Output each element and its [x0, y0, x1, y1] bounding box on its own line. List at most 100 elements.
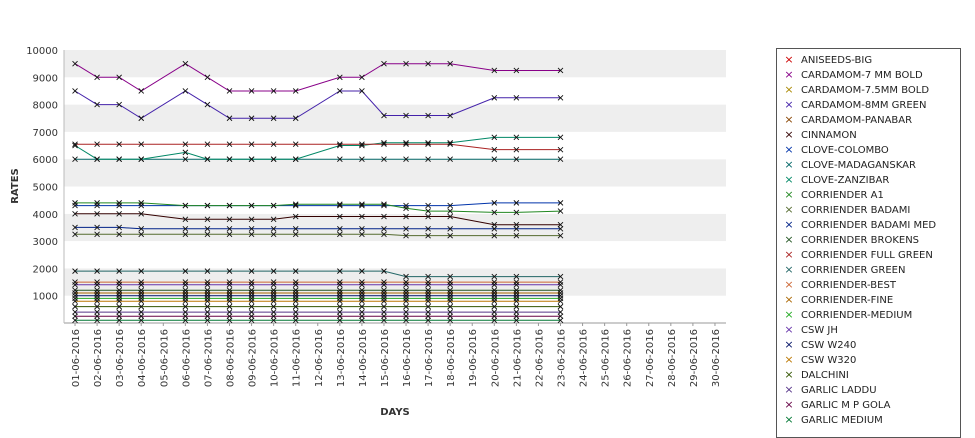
- data-point: [557, 67, 564, 74]
- data-point: [182, 202, 189, 209]
- data-point: [116, 313, 122, 319]
- data-point: [557, 313, 564, 319]
- data-point: [447, 281, 453, 288]
- legend-label: CORRIENDER-BEST: [801, 280, 896, 291]
- y-tick-label: 8000: [33, 101, 58, 112]
- data-point: [425, 225, 431, 232]
- y-tick-label: 10000: [26, 46, 58, 57]
- data-point: [226, 225, 233, 232]
- legend-item: × DALCHINI: [783, 367, 849, 382]
- data-point: [182, 149, 189, 156]
- legend-label: CORRIENDER A1: [801, 190, 884, 201]
- x-tick-label: 04-06-2016: [137, 329, 148, 387]
- data-point: [72, 156, 78, 163]
- legend-marker: ×: [784, 233, 794, 246]
- data-point: [292, 231, 299, 238]
- data-point: [491, 200, 498, 206]
- data-point: [557, 225, 564, 232]
- data-point: [447, 208, 453, 214]
- data-point: [94, 317, 100, 324]
- data-point: [491, 146, 498, 153]
- data-point: [513, 317, 520, 324]
- data-point: [248, 115, 255, 122]
- y-tick-label: 6000: [33, 155, 58, 166]
- data-point: [447, 309, 453, 315]
- data-point: [204, 231, 211, 238]
- line-chart: 1000 2000 3000 4000 5000 6000 7000 8000 9000 1000…: [10, 46, 726, 418]
- legend-item: × CLOVE-ZANZIBAR: [783, 172, 889, 187]
- data-point: [403, 213, 409, 220]
- data-point: [204, 141, 211, 148]
- data-point: [270, 231, 277, 238]
- data-point: [491, 94, 498, 101]
- data-point: [116, 268, 122, 274]
- data-point: [447, 298, 453, 304]
- data-point: [226, 298, 233, 304]
- data-point: [403, 309, 409, 315]
- data-point: [513, 313, 520, 319]
- data-point: [403, 141, 409, 148]
- data-point: [204, 298, 211, 304]
- data-point: [72, 200, 78, 206]
- data-point: [182, 298, 189, 304]
- x-tick-label: 30-06-2016: [711, 329, 722, 387]
- data-point: [138, 225, 145, 232]
- legend-marker: ×: [784, 98, 794, 111]
- data-point: [337, 292, 343, 299]
- data-point: [359, 298, 365, 304]
- legend-label: DALCHINI: [801, 370, 849, 381]
- legend-marker: ×: [784, 218, 794, 231]
- data-point: [447, 213, 453, 220]
- data-point: [447, 303, 453, 310]
- data-point: [557, 232, 564, 239]
- data-point: [182, 216, 189, 223]
- grid-band: [64, 104, 726, 132]
- data-point: [226, 115, 233, 122]
- data-point: [292, 317, 299, 324]
- legend-marker: ×: [784, 203, 794, 216]
- data-point: [72, 292, 78, 299]
- legend-label: CARDAMOM-7 MM BOLD: [801, 70, 923, 81]
- data-point: [292, 309, 299, 315]
- x-tick-label: 13-06-2016: [336, 329, 347, 387]
- data-point: [359, 142, 365, 149]
- x-axis-label: DAYS: [380, 407, 410, 418]
- data-point: [513, 209, 520, 216]
- legend-item: × CORRIENDER FULL GREEN: [783, 247, 932, 262]
- legend-marker: ×: [784, 368, 794, 381]
- data-point: [270, 313, 277, 319]
- legend-marker: ×: [784, 158, 794, 171]
- x-tick-label: 22-06-2016: [534, 329, 545, 387]
- legend-marker: ×: [784, 248, 794, 261]
- data-point: [226, 292, 233, 299]
- data-point: [359, 303, 365, 310]
- legend-marker: ×: [784, 113, 794, 126]
- x-tick-label: 14-06-2016: [358, 329, 369, 387]
- data-point: [94, 200, 100, 206]
- data-point: [204, 303, 211, 310]
- x-tick-label: 02-06-2016: [93, 329, 104, 387]
- data-point: [94, 231, 100, 238]
- legend-marker: ×: [784, 323, 794, 336]
- data-point: [226, 141, 233, 148]
- data-point: [403, 313, 409, 319]
- data-point: [72, 142, 78, 149]
- y-tick-label: 2000: [33, 264, 58, 275]
- data-point: [182, 317, 189, 324]
- data-point: [491, 298, 498, 304]
- data-point: [557, 156, 564, 163]
- data-point: [359, 213, 365, 220]
- data-point: [138, 156, 145, 163]
- data-point: [491, 156, 498, 163]
- legend-item: × CSW W240: [783, 337, 856, 352]
- data-point: [116, 200, 122, 206]
- data-point: [248, 309, 255, 315]
- data-point: [381, 225, 387, 232]
- data-point: [138, 231, 145, 238]
- data-point: [72, 224, 78, 231]
- data-point: [248, 298, 255, 304]
- data-point: [248, 202, 255, 209]
- data-point: [248, 88, 255, 94]
- data-point: [491, 67, 498, 74]
- data-point: [447, 156, 453, 163]
